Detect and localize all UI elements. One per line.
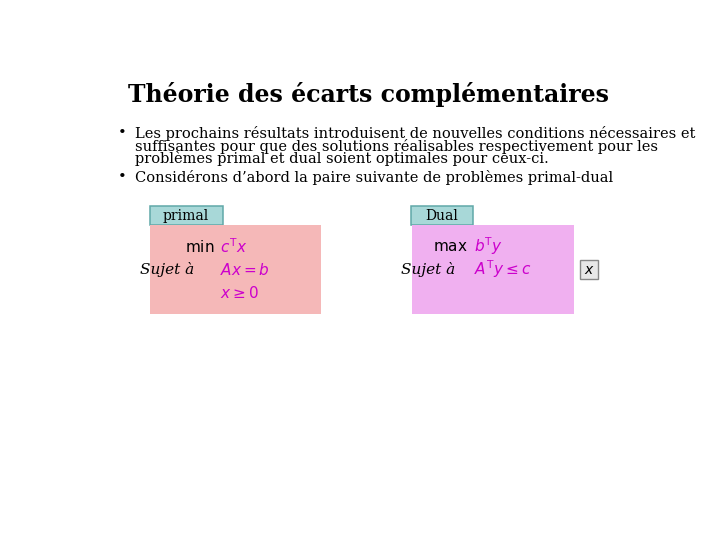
Text: $x \geq 0$: $x \geq 0$	[220, 285, 259, 301]
Text: Théorie des écarts complémentaires: Théorie des écarts complémentaires	[128, 82, 610, 107]
Text: $\mathrm{min}$: $\mathrm{min}$	[184, 239, 214, 254]
Text: suffisantes pour que des solutions réalisables respectivement pour les: suffisantes pour que des solutions réali…	[135, 139, 658, 154]
Text: $Ax = b$: $Ax = b$	[220, 261, 270, 278]
FancyBboxPatch shape	[150, 225, 321, 314]
Text: $A^{\mathrm{T}}y \leq c$: $A^{\mathrm{T}}y \leq c$	[474, 259, 531, 280]
Text: Dual: Dual	[426, 209, 459, 222]
Text: •: •	[118, 126, 127, 140]
Text: $b^{\mathrm{T}}y$: $b^{\mathrm{T}}y$	[474, 235, 503, 258]
Text: $c^{\mathrm{T}}x$: $c^{\mathrm{T}}x$	[220, 237, 248, 256]
Text: Les prochains résultats introduisent de nouvelles conditions nécessaires et: Les prochains résultats introduisent de …	[135, 126, 696, 141]
Text: problèmes primal et dual soient optimales pour ceux-ci.: problèmes primal et dual soient optimale…	[135, 151, 549, 166]
FancyBboxPatch shape	[411, 206, 473, 225]
Text: Considérons d’abord la paire suivante de problèmes primal-dual: Considérons d’abord la paire suivante de…	[135, 170, 613, 185]
Text: Sujet à: Sujet à	[140, 262, 194, 277]
FancyBboxPatch shape	[412, 225, 575, 314]
Text: Sujet à: Sujet à	[401, 262, 455, 277]
FancyBboxPatch shape	[580, 260, 598, 279]
Text: $\mathrm{max}$: $\mathrm{max}$	[433, 240, 467, 253]
Text: •: •	[118, 170, 127, 184]
Text: primal: primal	[163, 209, 210, 222]
Text: $x$: $x$	[584, 262, 595, 276]
FancyBboxPatch shape	[150, 206, 222, 225]
